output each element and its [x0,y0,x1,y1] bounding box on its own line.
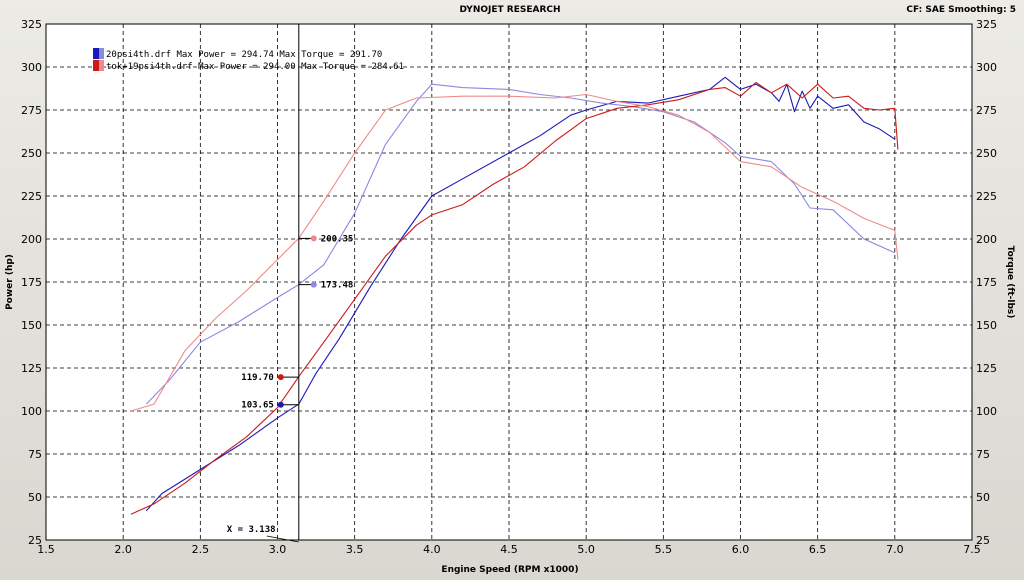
y-tick-label-left: 325 [21,18,42,31]
cursor-label-leader [266,535,299,543]
cursor-label: X = 3.138 [227,525,276,535]
y-tick-label-left: 100 [21,405,42,418]
y-tick-label-right: 75 [976,448,990,461]
y-axis-left-label: Power (hp) [5,254,15,310]
y-tick-label-right: 200 [976,233,997,246]
chart-title: DYNOJET RESEARCH [459,5,560,15]
cursor: X = 3.138 200.35 173.48 119.70 103.65 [227,24,354,543]
y-tick-label-right: 325 [976,18,997,31]
readout-marker [277,401,284,408]
readout-value: 103.65 [241,401,274,411]
x-axis-label: Engine Speed (RPM x1000) [441,565,578,575]
y-tick-label-right: 250 [976,147,997,160]
legend-entry: 20psi4th.drf Max Power = 294.74 Max Torq… [106,50,382,60]
legend-swatch [93,48,99,59]
legend-swatch [99,48,104,59]
y-tick-label-right: 300 [976,61,997,74]
y-tick-label-right: 150 [976,319,997,332]
readout-value: 119.70 [241,373,274,383]
readout-value: 173.48 [321,281,354,291]
y-tick-label-left: 250 [21,147,42,160]
y-tick-label-left: 125 [21,362,42,375]
y-tick-label-right: 50 [976,491,990,504]
y-tick-label-right: 175 [976,276,997,289]
x-tick-label: 2.0 [114,543,132,556]
settings-label: CF: SAE Smoothing: 5 [906,5,1016,15]
x-tick-label: 2.5 [192,543,210,556]
readout-marker [277,374,284,381]
x-tick-label: 3.0 [269,543,287,556]
x-tick-label: 6.5 [809,543,827,556]
x-tick-label: 4.5 [500,543,518,556]
x-tick-label: 1.5 [37,543,55,556]
readout-marker [310,281,317,288]
y-tick-label-left: 175 [21,276,42,289]
y-axis-right-label: Torque (ft-lbs) [1005,246,1015,319]
y-tick-label-right: 125 [976,362,997,375]
legend-swatch [99,60,104,71]
series-line-power [130,81,899,515]
y-tick-label-right: 25 [976,534,990,547]
legend: 20psi4th.drf Max Power = 294.74 Max Torq… [93,48,404,72]
y-tick-label-left: 75 [28,448,42,461]
y-tick-label-right: 275 [976,104,997,117]
y-tick-label-right: 100 [976,405,997,418]
legend-swatch [93,60,99,71]
x-tick-label: 4.0 [423,543,441,556]
x-tick-label: 7.5 [963,543,981,556]
x-tick-label: 5.0 [577,543,595,556]
x-tick-label: 6.0 [732,543,750,556]
y-tick-label-left: 25 [28,534,42,547]
y-tick-label-left: 300 [21,61,42,74]
readout-marker [310,235,317,242]
axis-ticks: 1.5 2.0 2.5 3.0 3.5 4.0 4.5 5.0 5.5 6.0 6.5 7.0 7.52… [21,18,997,556]
x-tick-label: 5.5 [655,543,673,556]
y-tick-label-left: 275 [21,104,42,117]
series-line-power [145,76,896,512]
y-tick-label-right: 225 [976,190,997,203]
series-lines [130,76,899,515]
y-tick-label-left: 50 [28,491,42,504]
y-tick-label-left: 225 [21,190,42,203]
y-tick-label-left: 200 [21,233,42,246]
legend-entry: tok+19psi4th.drf Max Power = 294.00 Max … [106,62,404,72]
readout-value: 200.35 [321,234,354,244]
x-tick-label: 3.5 [346,543,364,556]
x-tick-label: 7.0 [886,543,904,556]
series-line-torque [130,93,899,412]
y-tick-label-left: 150 [21,319,42,332]
